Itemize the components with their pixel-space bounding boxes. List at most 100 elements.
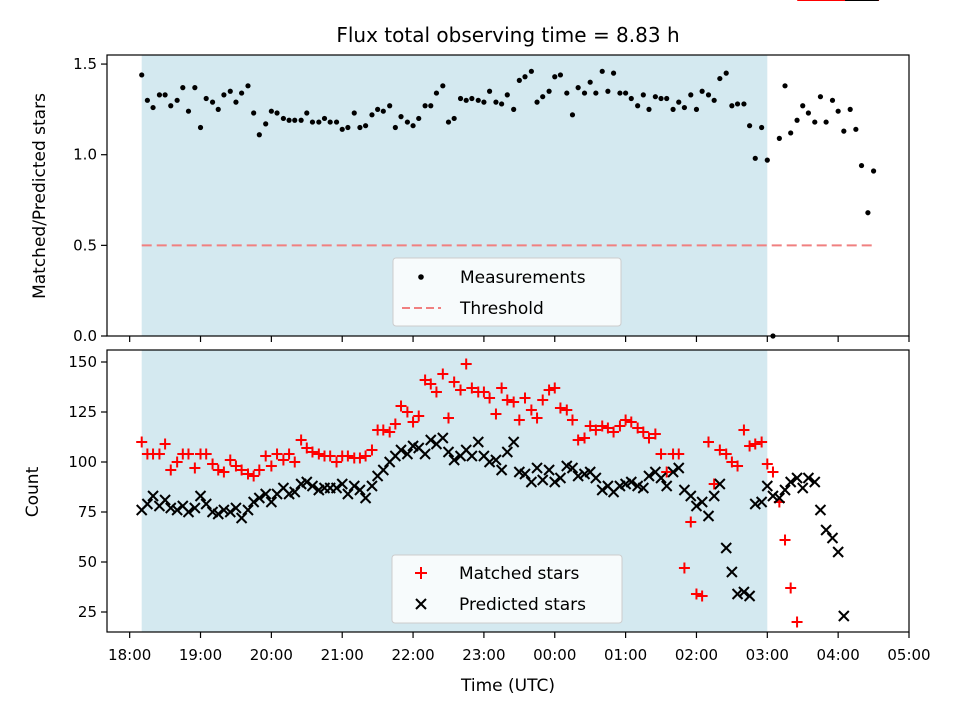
measurement-point (658, 95, 664, 102)
bottom-y-axis: 25 50 75 100 125 150 (68, 353, 107, 621)
predicted-star-point (673, 462, 685, 474)
measurement-point (847, 106, 853, 112)
predicted-star-point (401, 448, 414, 460)
x-tick-label: 22:00 (391, 646, 434, 664)
matched-star-point (690, 588, 702, 600)
matched-star-point (230, 460, 242, 472)
matched-star-point (608, 426, 620, 438)
matched-star-point (785, 582, 797, 594)
measurement-point (457, 95, 464, 102)
matched-star-point (501, 394, 513, 406)
measurements-series (139, 68, 877, 339)
measurement-point (304, 110, 310, 116)
matched-star-point (236, 464, 248, 476)
measurement-point (628, 95, 634, 102)
matched-star-point (136, 436, 148, 448)
predicted-star-point (472, 436, 484, 448)
top-y-tick-label: 0.5 (73, 236, 97, 254)
measurement-point (699, 88, 705, 94)
measurement-point (174, 97, 180, 103)
measurement-point (817, 94, 824, 100)
predicted-star-point (702, 510, 715, 522)
predicted-star-point (366, 480, 378, 492)
x-tick-label: 19:00 (179, 646, 222, 664)
measurement-point (345, 124, 351, 131)
matched-star-point (572, 434, 584, 446)
matched-star-point (354, 452, 366, 464)
predicted-star-point (253, 492, 266, 504)
matched-star-point (726, 456, 738, 468)
matched-star-point (153, 448, 165, 460)
matched-star-point (283, 448, 295, 460)
predicted-star-point (767, 490, 779, 502)
matched-star-point (189, 462, 201, 474)
measurement-point (516, 77, 522, 83)
measurement-point (528, 68, 534, 74)
predicted-star-point (784, 476, 797, 488)
matched-star-point (661, 466, 673, 478)
measurement-point (805, 110, 811, 116)
matched-star-point (212, 464, 224, 476)
measurement-point (321, 115, 328, 122)
bottom-legend: Matched stars Predicted stars (391, 554, 623, 624)
matched-star-point (442, 412, 454, 424)
measurement-point (268, 108, 274, 114)
matched-star-point (478, 386, 490, 398)
predicted-star-point (159, 494, 171, 506)
predicted-star-point (726, 566, 738, 578)
matched-star-point (554, 402, 566, 414)
measurement-point (823, 119, 829, 125)
matched-star-point (277, 454, 289, 466)
x-tick-label: 04:00 (817, 646, 860, 664)
matched-star-point (490, 408, 502, 420)
predicted-star-point (755, 496, 768, 508)
matched-star-point (584, 420, 596, 432)
measurement-point (635, 103, 641, 109)
measurement-point (475, 97, 481, 103)
predicted-star-point (572, 470, 584, 482)
matched-star-point (720, 448, 732, 460)
legend-predicted-label: Predicted stars (459, 595, 586, 615)
measurement-point (593, 90, 599, 96)
top-y-tick-label: 1.0 (73, 146, 97, 164)
top-y-axis: 0.0 0.5 1.0 1.5 (73, 55, 107, 345)
matched-star-point (549, 382, 561, 394)
measurement-point (511, 106, 517, 112)
matched-star-point (602, 422, 614, 434)
measurement-point (812, 119, 818, 125)
measurement-point (203, 95, 209, 102)
matched-star-point (561, 404, 573, 416)
matched-star-point (377, 424, 389, 436)
x-tick-label: 23:00 (462, 646, 505, 664)
predicted-star-point (507, 436, 520, 448)
measurement-point (853, 126, 859, 132)
predicted-star-point (809, 476, 821, 488)
matched-star-point (384, 426, 396, 438)
top-panel: 0.0 0.5 1.0 1.5 Matched/Predicted stars Mea… (30, 54, 910, 345)
predicted-star-point (554, 472, 567, 484)
chart-title: Flux total observing time = 8.83 h (336, 23, 679, 47)
matched-star-point (248, 470, 260, 482)
matched-star-point (749, 438, 761, 450)
matched-star-point (756, 436, 768, 448)
legend-measurements-label: Measurements (460, 268, 586, 288)
matched-star-point (625, 416, 637, 428)
measurement-point (168, 103, 174, 109)
predicted-star-point (348, 480, 360, 492)
measurement-point (705, 92, 712, 98)
predicted-star-point (242, 504, 254, 516)
predicted-star-point (342, 488, 354, 500)
matched-star-point (678, 562, 690, 574)
predicted-star-point (791, 472, 803, 484)
measurement-point (664, 95, 670, 102)
predicted-star-point (224, 506, 236, 518)
predicted-star-point (797, 482, 809, 494)
measurement-point (569, 112, 576, 118)
predicted-star-point (200, 498, 212, 510)
legend-predicted-marker (415, 598, 427, 610)
matched-star-point (425, 378, 437, 390)
matched-star-point (437, 368, 449, 380)
predicted-star-point (395, 444, 407, 456)
predicted-star-point (306, 480, 319, 492)
measurement-point (404, 119, 410, 125)
